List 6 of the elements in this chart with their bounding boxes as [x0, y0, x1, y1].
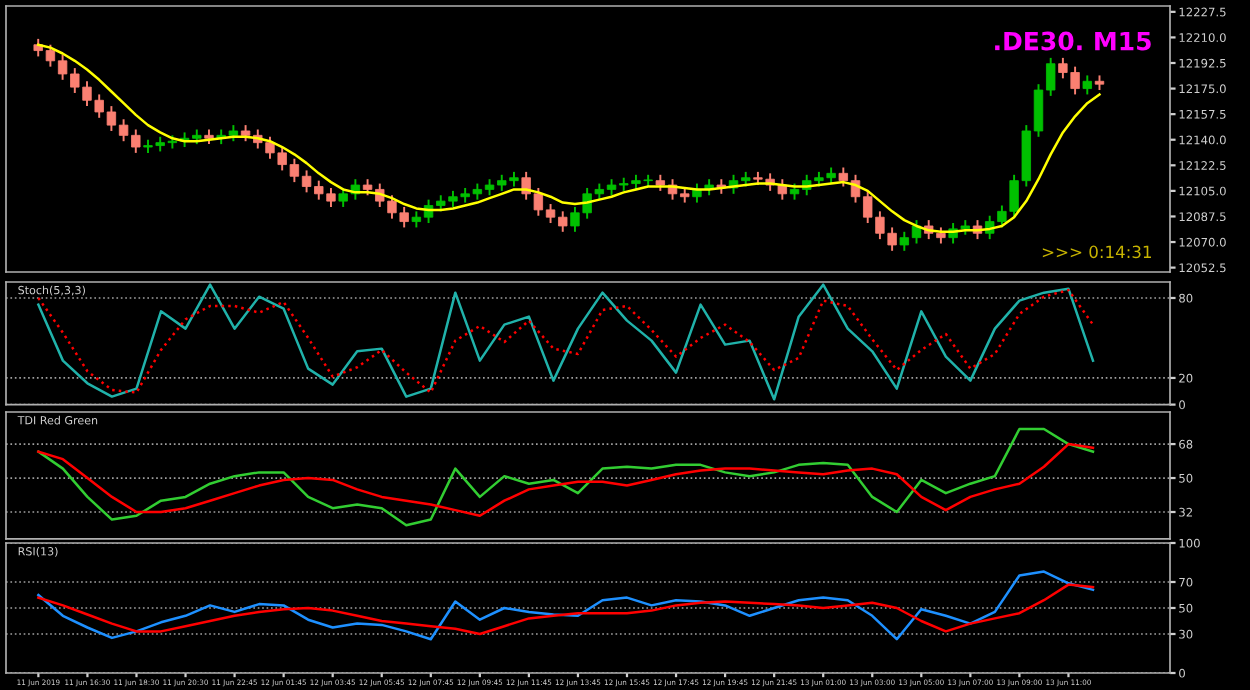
line-series — [37, 570, 1095, 641]
line-series — [37, 583, 1095, 636]
line-series — [37, 427, 1095, 527]
line-series — [37, 442, 1095, 518]
text: .DE30. M15 — [995, 31, 1151, 51]
annotation: >>> 0:14:31 — [1042, 245, 1151, 259]
